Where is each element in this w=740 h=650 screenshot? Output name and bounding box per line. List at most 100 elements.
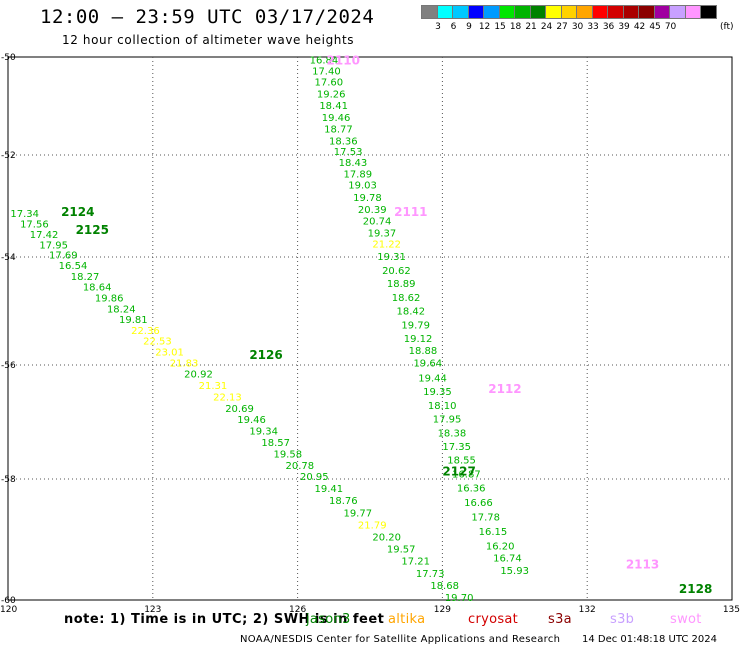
wave-height-value: 19.26 [317,89,346,100]
wave-height-value: 18.42 [397,306,426,317]
mission-name: jason3 [306,612,351,627]
wave-height-value: 18.76 [329,496,358,507]
wave-height-value: 17.69 [49,250,78,261]
legend-tick-label: 30 [571,22,584,32]
pass-id-label: 2124 [61,205,94,219]
wave-height-value: 16.36 [457,483,486,494]
wave-height-value: 18.27 [71,272,100,283]
wave-height-value: 20.95 [300,472,329,483]
pass-id-label: 2126 [249,348,282,362]
longitude-label: 129 [434,605,451,615]
wave-height-value: 18.88 [409,346,438,357]
wave-height-value: 19.41 [314,484,343,495]
wave-height-value: 19.79 [401,321,430,332]
wave-height-value: 18.64 [83,283,112,294]
map-title: 12:00 – 23:59 UTC 03/17/2024 [40,6,375,28]
wave-height-value: 17.21 [401,557,430,568]
wave-height-value: 20.92 [184,370,213,381]
wave-height-value: 21.79 [358,520,387,531]
wave-height-value: 21.83 [170,358,199,369]
wave-height-value: 19.34 [249,427,278,438]
legend-tick-label: 39 [618,22,630,32]
mission-name: swot [670,612,702,627]
wave-height-value: 16.87 [452,469,481,480]
wave-height-value: 16.74 [493,554,522,565]
pass-id-label: 2111 [394,205,427,219]
wave-height-value: 17.42 [30,230,59,241]
wave-height-value: 21.22 [372,240,401,251]
credit-text: NOAA/NESDIS Center for Satellite Applica… [240,634,561,645]
wave-height-value: 20.74 [363,216,392,227]
wave-height-value: 18.77 [324,125,353,136]
wave-height-value: 20.62 [382,266,411,277]
wave-height-value: 17.34 [10,209,39,220]
wave-height-value: 19.86 [95,294,124,305]
wave-height-value: 16.20 [486,542,515,553]
wave-height-value: 17.78 [471,513,500,524]
legend-tick-label: 18 [509,22,522,32]
pass-id-label: 2113 [626,558,659,572]
wave-height-value: 18.57 [261,438,290,449]
wave-height-value: 22.36 [131,326,160,337]
wave-height-value: 16.54 [59,261,88,272]
latitude-label: -54 [1,253,16,263]
legend-tick-label: 33 [587,22,599,32]
wave-height-value: 20.78 [286,461,315,472]
wave-height-value: 18.10 [428,401,457,412]
wave-height-value: 18.62 [392,293,421,304]
wave-height-value: 17.95 [39,240,68,251]
wave-height-value: 19.70 [445,593,474,604]
legend-swatch [700,5,717,19]
pass-id-label: 2112 [488,382,521,396]
wave-height-value: 19.37 [368,229,397,240]
latitude-label: -60 [1,596,16,606]
latitude-label: -52 [1,151,16,161]
longitude-label: 126 [289,605,306,615]
legend-tick-label: 6 [450,22,457,32]
pass-id-label: 2110 [327,53,360,67]
pass-id-label: 2127 [442,464,475,478]
wave-height-value: 19.81 [119,315,148,326]
map-frame [7,56,733,601]
footer-note: note: 1) Time is in UTC; 2) SWH is in fe… [64,612,385,627]
wave-height-value: 17.95 [433,415,462,426]
mission-name: s3a [548,612,572,627]
pass-id-label: 2125 [76,223,109,237]
map-subtitle: 12 hour collection of altimeter wave hei… [62,33,355,47]
latitude-label: -50 [1,53,16,63]
wave-height-value: 20.20 [372,532,401,543]
wave-height-value: 19.64 [413,358,442,369]
legend-tick-label: 12 [478,22,491,32]
wave-height-value: 18.36 [329,136,358,147]
wave-height-value: 17.53 [334,147,363,158]
wave-height-value: 16.66 [464,498,493,509]
wave-height-value: 22.13 [213,392,242,403]
wave-height-value: 18.55 [447,456,476,467]
legend-tick-label: 24 [540,22,553,32]
wave-height-value: 23.01 [155,348,184,359]
wave-height-value: 19.35 [423,387,452,398]
wave-height-value: 19.46 [237,415,266,426]
longitude-label: 135 [723,605,740,615]
legend-tick-label: 9 [466,22,472,32]
legend-unit: (ft) [720,22,734,32]
wave-height-value: 17.40 [312,67,341,78]
legend-tick-label: 15 [494,22,506,32]
wave-height-value: 16.84 [310,55,339,66]
wave-height-value: 19.77 [343,508,372,519]
wave-height-value: 18.41 [319,101,348,112]
wave-height-value: 17.89 [343,169,372,180]
mission-name: altika [388,612,426,627]
wave-height-value: 16.15 [479,527,508,538]
wave-height-value: 19.44 [418,374,447,385]
wave-height-value: 19.31 [377,252,406,263]
mission-name: cryosat [468,612,519,627]
longitude-label: 120 [0,605,17,615]
wave-height-value: 19.58 [273,449,302,460]
wave-height-value: 17.60 [314,78,343,89]
mission-name: s3b [610,612,635,627]
wave-height-value: 18.68 [430,581,459,592]
wave-height-value: 19.46 [322,113,351,124]
wave-height-value: 18.38 [438,428,467,439]
